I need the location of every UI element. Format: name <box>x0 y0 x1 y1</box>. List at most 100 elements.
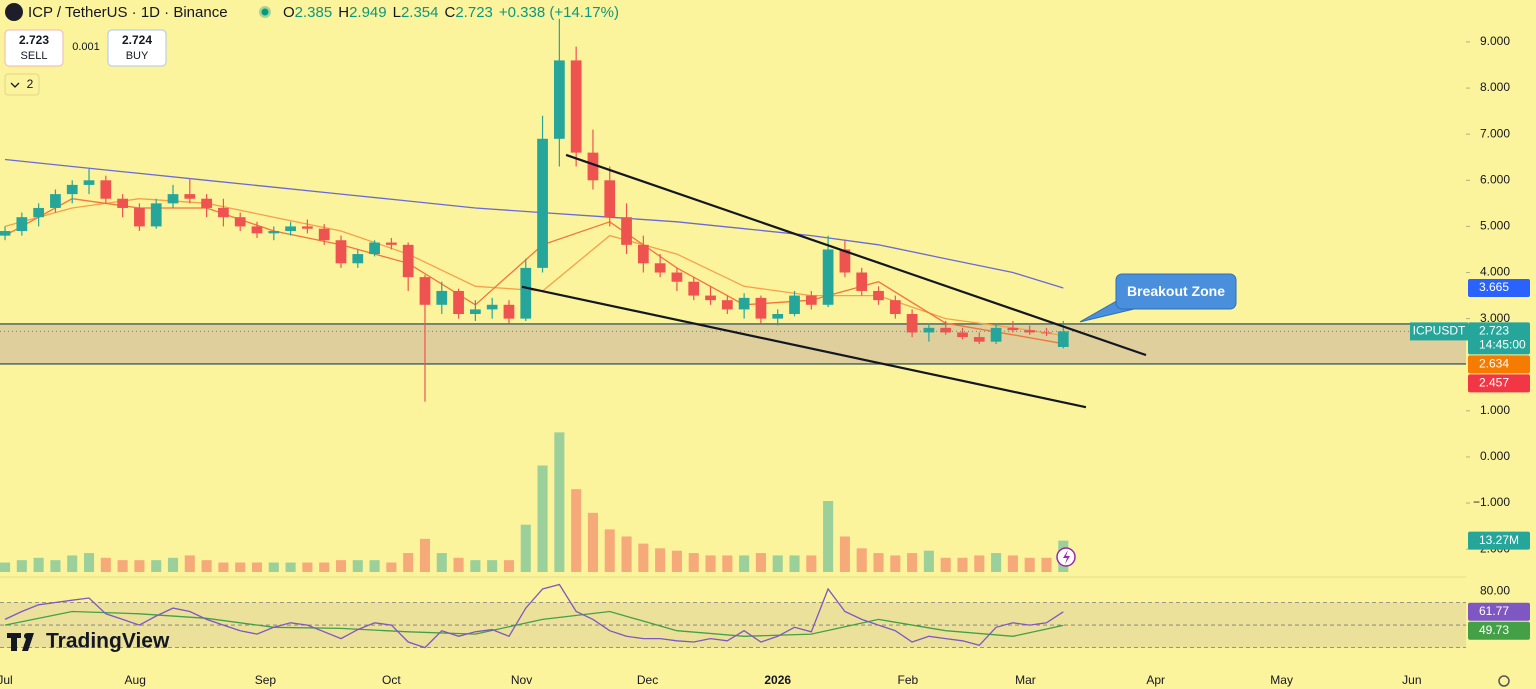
volume-bar <box>201 560 212 572</box>
price-badge: 2.634 <box>1479 357 1509 371</box>
candle-body <box>654 263 666 273</box>
market-status-dot <box>261 8 269 16</box>
o-label: O <box>283 4 295 21</box>
candle-body <box>873 290 884 301</box>
candle-body <box>671 272 683 282</box>
volume-bar <box>671 550 682 572</box>
volume-bar <box>134 560 145 572</box>
candle-body <box>251 226 263 234</box>
volume-bar <box>302 562 313 572</box>
support-zone <box>0 323 1466 364</box>
volume-bar <box>604 529 615 572</box>
volume-bar <box>453 557 464 572</box>
candle-body <box>637 244 649 264</box>
l-label: L <box>393 4 401 21</box>
volume-bar <box>873 553 884 572</box>
volume-bar <box>16 560 27 572</box>
volume-bar <box>907 553 918 572</box>
volume-bar <box>923 550 934 572</box>
volume-bar <box>487 560 498 572</box>
price-badge-countdown: 14:45:00 <box>1479 338 1526 352</box>
volume-bar <box>83 553 95 572</box>
x-tick-label: Nov <box>511 673 532 687</box>
volume-bar <box>319 562 330 572</box>
candle-body <box>201 198 212 208</box>
chevron-icon <box>10 82 20 88</box>
candle-body <box>469 309 481 315</box>
candle-body <box>0 231 11 236</box>
candle-body <box>33 207 45 218</box>
spread: 0.001 <box>72 41 100 53</box>
buy-price: 2.724 <box>122 33 152 47</box>
candle-body <box>772 314 784 319</box>
volume-bar <box>587 512 598 572</box>
volume-badge-bg <box>1468 531 1530 550</box>
y-tick-label: 1.000 <box>1480 403 1510 417</box>
volume-bar <box>352 560 363 572</box>
rsi-line <box>4 583 1064 649</box>
candle-body <box>621 217 632 245</box>
volume-bar <box>67 555 78 572</box>
low: 2.354 <box>401 4 439 21</box>
candle-body <box>856 272 868 291</box>
candle-body <box>50 194 61 208</box>
volume-bar <box>419 538 431 572</box>
price-badge: 2.723 <box>1479 324 1509 338</box>
candle-body <box>1007 327 1019 331</box>
candle-body <box>268 231 280 234</box>
volume-bar <box>503 560 515 572</box>
y-tick-label: 9.000 <box>1480 34 1510 48</box>
volume-bar <box>470 560 481 572</box>
candle-body <box>302 226 313 229</box>
candle-body <box>318 228 330 241</box>
settings-icon[interactable] <box>1498 675 1510 687</box>
volume-bar <box>554 432 565 572</box>
candle-body <box>453 290 464 315</box>
candle-body <box>705 295 716 301</box>
x-tick-label: Jun <box>1402 673 1421 687</box>
x-tick-label: Sep <box>255 673 277 687</box>
buy-label: BUY <box>126 50 149 62</box>
volume-bar <box>571 489 582 572</box>
volume-bar <box>722 555 733 572</box>
price-badge-bg <box>1468 278 1530 297</box>
logo-dot <box>24 633 30 639</box>
callout-box <box>1115 273 1237 310</box>
volume-bar <box>823 501 834 572</box>
candle-body <box>134 207 145 227</box>
logo-text: TradingView <box>46 630 170 653</box>
candle-body <box>957 332 968 338</box>
candle-body <box>537 138 548 268</box>
trendline <box>521 285 1087 409</box>
volume-bar <box>1041 557 1052 572</box>
rsi-badge: 61.77 <box>1479 604 1509 618</box>
volume-bar <box>688 553 699 572</box>
volume-bar <box>739 555 750 572</box>
volume-bar <box>33 557 44 572</box>
sell-button[interactable] <box>4 29 64 67</box>
candle-body <box>369 242 380 255</box>
candle-body <box>234 217 246 227</box>
rsi-ma <box>4 610 1064 637</box>
candle-body <box>167 194 179 204</box>
buy-button[interactable] <box>107 29 167 67</box>
candle-body <box>990 327 1002 342</box>
volume-bar <box>856 548 867 572</box>
y-tick-label: 7.000 <box>1480 126 1510 140</box>
candle-body <box>688 281 700 296</box>
x-tick-label: Jul <box>0 673 13 687</box>
price-badge: 2.457 <box>1479 376 1509 390</box>
price-badge-bg <box>1468 374 1530 393</box>
x-tick-label: 2026 <box>764 673 791 687</box>
price-badge-bg <box>1468 322 1530 355</box>
candle-body <box>386 242 397 245</box>
candle-body <box>352 254 364 264</box>
rsi-badge-bg <box>1468 602 1530 621</box>
volume-bar <box>184 555 195 572</box>
indicators-toggle[interactable] <box>4 73 40 96</box>
candle-body <box>906 314 918 333</box>
x-tick-label: Apr <box>1146 673 1165 687</box>
high: 2.949 <box>349 4 387 21</box>
volume-bar <box>806 555 817 572</box>
c-label: C <box>445 4 456 21</box>
